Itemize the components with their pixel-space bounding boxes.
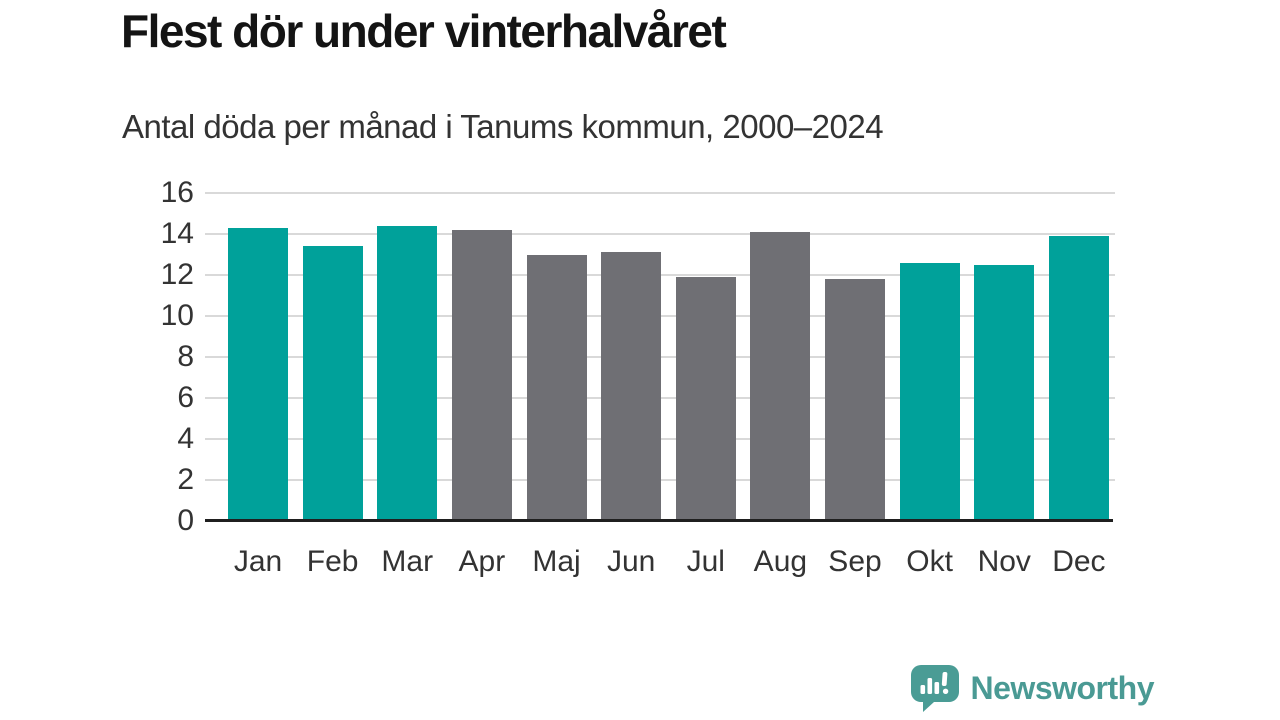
bar-dec: Dec (1048, 193, 1109, 578)
x-tick-label-dec: Dec (1052, 545, 1106, 578)
x-tick-label-okt: Okt (906, 545, 953, 578)
bar-nov: Nov (974, 193, 1035, 578)
y-tick-label-10: 10 (160, 299, 194, 332)
newsworthy-logo-text: Newsworthy (970, 669, 1155, 706)
bar-jun: Jun (601, 193, 662, 578)
x-tick-label-nov: Nov (977, 545, 1031, 578)
x-tick-label-aug: Aug (753, 545, 808, 578)
bar-rect-apr (451, 229, 512, 521)
y-tick-label-6: 6 (177, 381, 194, 414)
bar-apr: Apr (451, 193, 512, 578)
bar-rect-sep (825, 279, 885, 521)
y-tick-label-14: 14 (160, 217, 194, 250)
y-tick-label-12: 12 (160, 258, 194, 291)
x-tick-label-maj: Maj (532, 545, 581, 578)
bar-rect-jan (228, 227, 288, 521)
bar-jan: Jan (228, 193, 288, 578)
x-tick-label-sep: Sep (828, 545, 882, 578)
y-tick-label-8: 8 (177, 340, 194, 373)
bar-okt: Okt (899, 193, 960, 578)
bar-rect-nov (974, 264, 1035, 521)
bar-jul: Jul (675, 193, 736, 578)
bar-rect-feb (302, 246, 363, 521)
bar-rect-jun (601, 252, 662, 521)
bar-rect-aug (750, 231, 811, 521)
gridline-16 (205, 192, 1115, 194)
x-tick-label-apr: Apr (458, 545, 506, 578)
chart-subtitle: Antal döda per månad i Tanums kommun, 20… (122, 108, 884, 145)
y-tick-label-16: 16 (160, 176, 194, 209)
y-tick-label-0: 0 (177, 504, 194, 537)
x-axis-line (205, 519, 1113, 522)
x-tick-label-feb: Feb (306, 545, 359, 578)
bar-rect-mar (377, 225, 438, 521)
y-tick-label-2: 2 (177, 463, 194, 496)
bars-container: Jan Feb Mar Apr Maj Jun Jul Aug Sep Okt Nov Dec (228, 193, 1109, 578)
x-tick-label-mar: Mar (381, 545, 434, 578)
x-tick-label-jul: Jul (686, 545, 725, 578)
bar-rect-dec (1048, 236, 1109, 521)
bar-aug: Aug (750, 193, 811, 578)
bar-rect-jul (675, 277, 736, 521)
bar-feb: Feb (302, 193, 363, 578)
chart-title: Flest dör under vinterhalvåret (121, 5, 727, 57)
plot-area: 0 2 4 6 8 10 12 14 16 Jan Feb Mar Apr Maj Jun Jul Aug Sep… (161, 178, 1115, 578)
bar-rect-maj (526, 254, 587, 521)
bar-sep: Sep (825, 193, 885, 578)
gridline-14 (205, 233, 1115, 235)
x-tick-label-jun: Jun (606, 545, 656, 578)
bar-chart-speech-bubble-icon (910, 664, 960, 712)
y-tick-label-4: 4 (177, 422, 194, 455)
bar-rect-okt (899, 262, 960, 521)
newsworthy-logo: Newsworthy (910, 664, 1155, 712)
bar-maj: Maj (526, 193, 587, 578)
x-tick-label-jan: Jan (233, 545, 283, 578)
bar-mar: Mar (377, 193, 438, 578)
